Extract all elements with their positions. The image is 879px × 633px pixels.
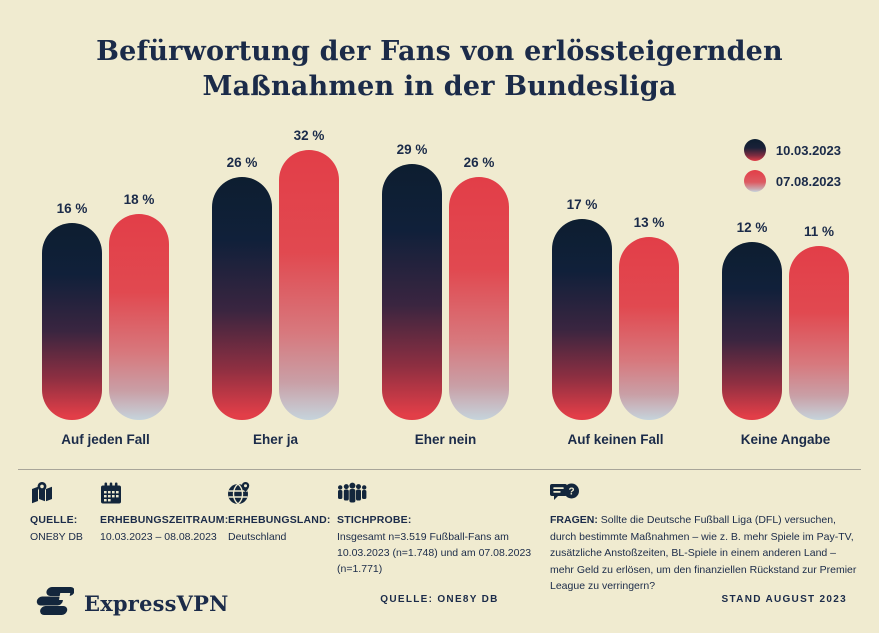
meta-label: FRAGEN: bbox=[550, 514, 598, 526]
legend-swatch-navy-icon bbox=[743, 139, 766, 161]
bar-group: 29 % 26 % Eher nein bbox=[382, 142, 509, 447]
bar-value-label: 16 % bbox=[56, 201, 88, 216]
bar-value-label: 12 % bbox=[736, 220, 768, 235]
calendar-icon bbox=[100, 482, 228, 504]
meta-country: ERHEBUNGSLAND: Deutschland bbox=[228, 482, 334, 545]
bar-group: 12 % 11 % Keine Angabe bbox=[722, 148, 849, 447]
bar-value-label: 13 % bbox=[633, 215, 665, 230]
brand-name: ExpressVPN bbox=[84, 591, 229, 616]
category-label: Auf keinen Fall bbox=[567, 432, 664, 447]
legend-item: 10.03.2023 bbox=[743, 139, 841, 161]
bar-chart: 16 % 18 % Auf jeden Fall 26 % 32 % Eher … bbox=[42, 128, 849, 447]
footer-stand: STAND AUGUST 2023 bbox=[721, 594, 847, 605]
meta-value: 10.03.2023 – 08.08.2023 bbox=[100, 531, 217, 543]
question-text: FRAGEN: Sollte die Deutsche Fußball Liga… bbox=[550, 512, 862, 595]
bar-value-label: 26 % bbox=[226, 155, 258, 170]
chat-question-icon: ? bbox=[550, 482, 862, 504]
bar-2023-03-10: 26 % bbox=[212, 155, 272, 420]
meta-value: Sollte die Deutsche Fußball Liga (DFL) v… bbox=[550, 514, 857, 592]
meta-label: STICHPROBE: bbox=[337, 514, 412, 526]
legend-swatch-red-icon bbox=[743, 170, 766, 192]
meta-value: Insgesamt n=3.519 Fußball-Fans am 10.03.… bbox=[337, 531, 532, 575]
bar-value-label: 29 % bbox=[396, 142, 428, 157]
meta-value: ONE8Y DB bbox=[30, 531, 83, 543]
svg-text:?: ? bbox=[568, 487, 574, 498]
bar-value-label: 18 % bbox=[123, 192, 155, 207]
meta-period: ERHEBUNGSZEITRAUM: 10.03.2023 – 08.08.20… bbox=[100, 482, 228, 545]
bar-2023-08-07: 32 % bbox=[279, 128, 339, 420]
bar-group: 26 % 32 % Eher ja bbox=[212, 128, 339, 447]
category-label: Eher ja bbox=[252, 432, 299, 447]
bar-2023-03-10: 12 % bbox=[722, 220, 782, 420]
page-title: Befürwortung der Fans von erlössteigernd… bbox=[96, 36, 783, 102]
map-icon bbox=[30, 482, 96, 504]
legend-item: 07.08.2023 bbox=[743, 170, 841, 192]
category-label: Keine Angabe bbox=[740, 432, 831, 447]
bar-2023-03-10: 29 % bbox=[382, 142, 442, 420]
category-label: Auf jeden Fall bbox=[61, 432, 150, 447]
bar-2023-08-07: 26 % bbox=[449, 155, 509, 420]
meta-source: QUELLE: ONE8Y DB bbox=[30, 482, 96, 545]
meta-question: ? FRAGEN: Sollte die Deutsche Fußball Li… bbox=[550, 482, 862, 605]
bar-2023-08-07: 18 % bbox=[109, 192, 169, 420]
bar-2023-03-10: 17 % bbox=[552, 197, 612, 420]
legend: 10.03.2023 07.08.2023 bbox=[743, 139, 841, 192]
meta-label: QUELLE: bbox=[30, 514, 78, 526]
meta-label: ERHEBUNGSZEITRAUM: bbox=[100, 514, 229, 526]
bar-2023-08-07: 13 % bbox=[619, 215, 679, 420]
expressvpn-logo-icon bbox=[32, 583, 75, 624]
bar-value-label: 11 % bbox=[803, 224, 835, 239]
bar-group: 17 % 13 % Auf keinen Fall bbox=[552, 148, 679, 447]
bar-value-label: 17 % bbox=[566, 197, 598, 212]
bar-value-label: 32 % bbox=[293, 128, 325, 143]
meta-label: ERHEBUNGSLAND: bbox=[228, 514, 331, 526]
bar-group: 16 % 18 % Auf jeden Fall bbox=[42, 148, 169, 447]
meta-sample: STICHPROBE: Insgesamt n=3.519 Fußball-Fa… bbox=[337, 482, 549, 577]
globe-icon bbox=[228, 482, 334, 504]
divider-line bbox=[18, 469, 861, 470]
category-label: Eher nein bbox=[414, 432, 477, 447]
bar-2023-08-07: 11 % bbox=[789, 224, 849, 420]
brand-lockup: ExpressVPN bbox=[32, 583, 229, 624]
bar-2023-03-10: 16 % bbox=[42, 201, 102, 420]
meta-value: Deutschland bbox=[228, 531, 287, 543]
footer-source: QUELLE: ONE8Y DB bbox=[380, 594, 499, 605]
legend-label: 07.08.2023 bbox=[775, 173, 841, 189]
bar-value-label: 26 % bbox=[463, 155, 495, 170]
legend-label: 10.03.2023 bbox=[775, 142, 841, 158]
people-icon bbox=[337, 482, 549, 504]
